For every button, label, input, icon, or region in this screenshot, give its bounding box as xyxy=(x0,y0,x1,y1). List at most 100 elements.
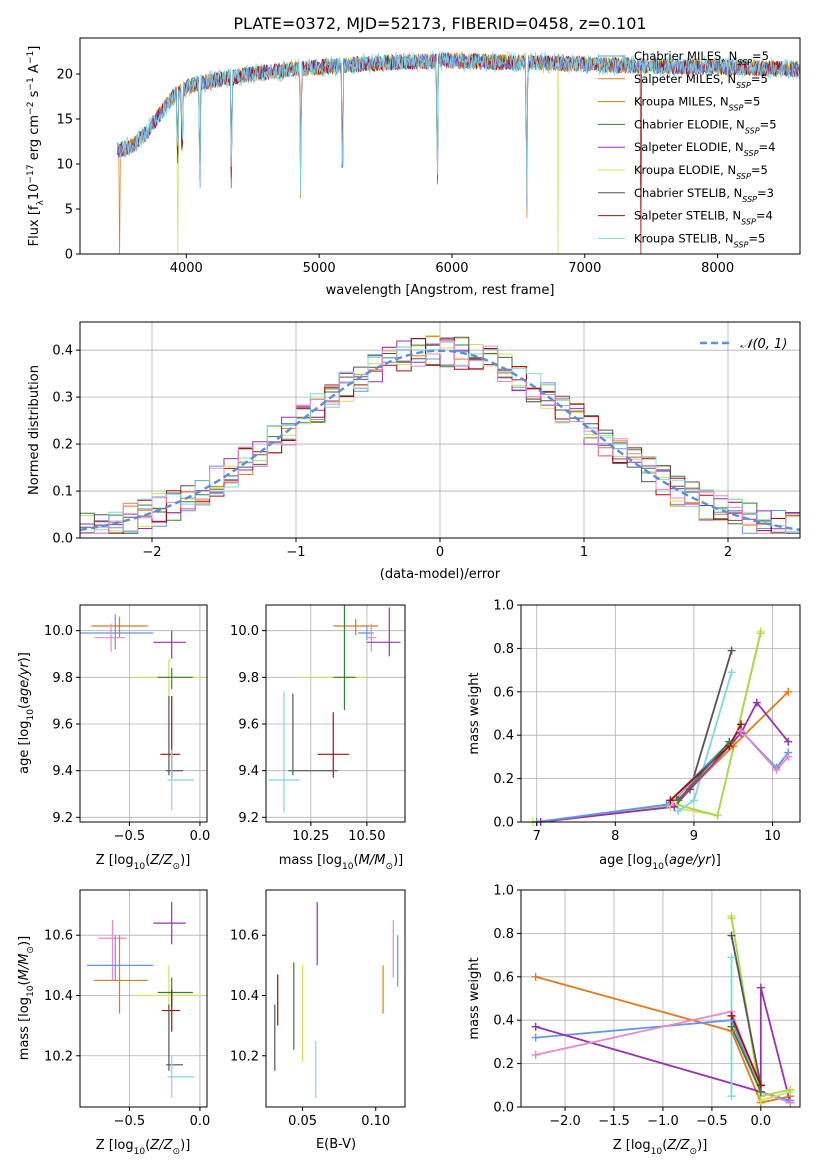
weight-line xyxy=(730,1026,762,1093)
y-axis-label: Flux [fλ10−17 erg cm−2 s−1 A−1] xyxy=(26,46,46,247)
legend-label: Chabrier ELODIE, NSSP=5 xyxy=(634,117,777,135)
y-tick-label: 0.2 xyxy=(493,1057,514,1072)
x-tick-label: 5000 xyxy=(303,261,336,276)
y-tick-label: 0.8 xyxy=(493,927,514,942)
age_vs_Z-plot-area xyxy=(80,605,207,822)
spectrum-plot-area xyxy=(116,50,800,254)
x-axis-label: wavelength [Angstrom, rest frame] xyxy=(326,283,555,298)
y-tick-label: 9.8 xyxy=(238,671,259,686)
y-tick-label: 9.6 xyxy=(52,718,73,733)
y-tick-label: 9.2 xyxy=(52,811,73,826)
y-tick-label: 9.8 xyxy=(52,671,73,686)
mass_vs_ebv-plot-area xyxy=(274,902,399,1098)
mass_weight_vs_Z-frame xyxy=(520,889,801,1108)
y-tick-label: 9.4 xyxy=(238,764,259,779)
x-tick-label: −2.0 xyxy=(549,1114,581,1129)
y-axis-label: mass weight xyxy=(467,957,482,1039)
y-tick-label: 0.0 xyxy=(52,532,73,547)
y-tick-label: 20 xyxy=(56,68,73,83)
spectrum-frame xyxy=(79,37,801,255)
x-tick-label: −1.5 xyxy=(598,1114,630,1129)
legend-label: Chabrier STELIB, NSSP=3 xyxy=(634,186,774,204)
weight-line xyxy=(730,935,762,1086)
x-tick-label: −0.5 xyxy=(114,1114,146,1129)
y-tick-label: 0.4 xyxy=(52,344,73,359)
x-tick-label: 10.50 xyxy=(348,829,385,844)
weight-line xyxy=(532,630,762,822)
x-tick-label: 7 xyxy=(533,829,541,844)
y-axis-label: Normed distribution xyxy=(27,365,42,495)
x-tick-label: 7000 xyxy=(568,261,601,276)
x-tick-label: −1 xyxy=(286,545,305,560)
age_vs_mass-frame xyxy=(265,604,406,823)
residual_histograms-plot-area xyxy=(80,322,800,538)
x-axis-label: mass [log10(M/M⊙)] xyxy=(279,853,403,872)
legend-label: Kroupa MILES, NSSP=5 xyxy=(634,95,760,113)
x-tick-label: 0 xyxy=(436,545,444,560)
y-tick-label: 1.0 xyxy=(493,884,514,899)
x-axis-label: age [log10(age/yr)] xyxy=(599,853,721,872)
y-tick-label: 0.4 xyxy=(493,729,514,744)
x-tick-label: 0.0 xyxy=(750,1114,771,1129)
y-tick-label: 10.6 xyxy=(230,929,259,944)
y-tick-label: 0.6 xyxy=(493,685,514,700)
y-tick-label: 0.8 xyxy=(493,642,514,657)
mass_vs_Z-plot-area xyxy=(80,890,207,1107)
y-tick-label: 1.0 xyxy=(493,599,514,614)
y-tick-label: 10 xyxy=(56,158,73,173)
y-tick-label: 0.6 xyxy=(493,970,514,985)
x-tick-label: 0.0 xyxy=(190,829,211,844)
y-tick-label: 10.0 xyxy=(230,624,259,639)
figure-title: PLATE=0372, MJD=52173, FIBERID=0458, z=0… xyxy=(233,14,646,33)
legend-label: Salpeter MILES, NSSP=5 xyxy=(634,72,768,90)
spectrum-line-kroupa-stelib xyxy=(116,50,800,196)
x-tick-label: 10 xyxy=(764,829,781,844)
x-axis-label: Z [log10(Z/Z⊙)] xyxy=(96,853,191,872)
y-tick-label: 10.6 xyxy=(44,929,73,944)
y-tick-label: 5 xyxy=(65,203,73,218)
x-axis-label: Z [log10(Z/Z⊙)] xyxy=(96,1138,191,1157)
x-tick-label: 6000 xyxy=(435,261,468,276)
y-tick-label: 15 xyxy=(56,113,73,128)
legend-label: Salpeter STELIB, NSSP=4 xyxy=(634,209,773,227)
y-tick-label: 9.6 xyxy=(238,718,259,733)
y-axis-label: mass [log10(M/M⊙)] xyxy=(17,936,36,1060)
mass_weight_vs_Z-plot-area xyxy=(521,890,800,1107)
y-tick-label: 9.4 xyxy=(52,764,73,779)
weight-line xyxy=(535,975,791,1104)
y-tick-label: 0.2 xyxy=(52,438,73,453)
y-tick-label: 0.1 xyxy=(52,485,73,500)
normal-curve xyxy=(80,349,800,531)
y-tick-label: 10.2 xyxy=(230,1049,259,1064)
legend-label: Kroupa STELIB, NSSP=5 xyxy=(634,231,765,249)
weight-line xyxy=(535,987,792,1103)
x-tick-label: 1 xyxy=(580,545,588,560)
y-tick-label: 0.0 xyxy=(493,816,514,831)
legend-label: Salpeter ELODIE, NSSP=4 xyxy=(634,140,775,158)
x-tick-label: 8000 xyxy=(701,261,734,276)
x-tick-label: −1.0 xyxy=(647,1114,679,1129)
y-axis-label: mass weight xyxy=(467,672,482,754)
y-tick-label: 9.2 xyxy=(238,811,259,826)
x-tick-label: 2 xyxy=(724,545,732,560)
x-axis-label: E(B-V) xyxy=(316,1137,356,1152)
weight-line xyxy=(730,1015,762,1086)
weight-line xyxy=(536,632,762,822)
mass_vs_ebv-frame xyxy=(265,889,406,1108)
legend-label: Kroupa ELODIE, NSSP=5 xyxy=(634,163,768,181)
legend-label: 𝒩(0, 1) xyxy=(740,337,787,352)
y-tick-label: 10.0 xyxy=(44,624,73,639)
y-tick-label: 0.0 xyxy=(493,1101,514,1116)
x-tick-label: 0.05 xyxy=(288,1114,317,1129)
mass_weight_vs_age-plot-area xyxy=(521,605,800,822)
y-tick-label: 0.2 xyxy=(493,772,514,787)
hist-step-pink xyxy=(80,340,800,534)
age_vs_mass-plot-area xyxy=(266,605,405,822)
x-tick-label: 0.0 xyxy=(190,1114,211,1129)
x-tick-label: 9 xyxy=(690,829,698,844)
x-tick-label: −0.5 xyxy=(696,1114,728,1129)
x-tick-label: 0.10 xyxy=(361,1114,390,1129)
weight-line xyxy=(676,650,733,802)
